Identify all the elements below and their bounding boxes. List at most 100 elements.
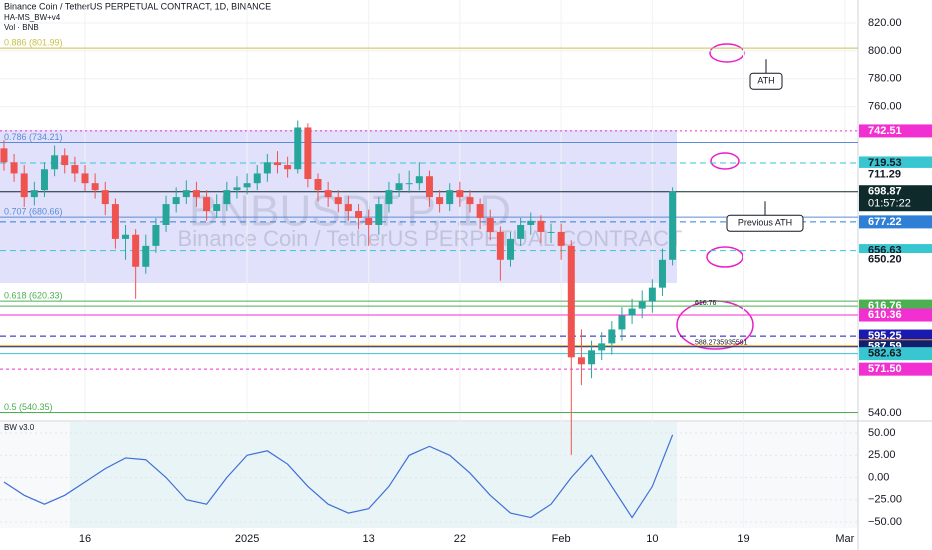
candle-body: [172, 197, 180, 205]
circle: [710, 152, 740, 170]
price-tag-label: 698.87: [868, 186, 902, 198]
candle-body: [30, 190, 38, 198]
candle-body: [111, 204, 119, 239]
callout-text: ATH: [757, 76, 774, 86]
price-tag-label: 571.50: [868, 363, 902, 375]
candle-body: [618, 315, 626, 330]
candle-body: [304, 127, 312, 180]
candle-body: [476, 204, 484, 219]
candle-body: [486, 218, 494, 232]
price-tag: [859, 185, 932, 212]
circle: [706, 246, 744, 268]
candle-body: [425, 176, 433, 198]
candle-body: [517, 224, 525, 239]
x-tick-label: Feb: [552, 533, 571, 545]
candle-body: [182, 190, 190, 198]
callout-text: Previous ATH: [738, 218, 792, 228]
osc-tick-label: −25.00: [868, 494, 902, 506]
candle-body: [496, 231, 504, 260]
price-tag: [859, 253, 932, 267]
osc-tick-label: 0.00: [868, 471, 889, 483]
header-symbol: Binance Coin / TetherUS PERPETUAL CONTRA…: [4, 1, 271, 11]
candle-body: [567, 245, 575, 358]
callout-box: [726, 214, 804, 232]
fib-label: 0.886 (801.99): [4, 37, 63, 47]
x-tick-label: 16: [79, 533, 91, 545]
candle-body: [375, 204, 383, 225]
price-tag: [859, 156, 932, 170]
candle-body: [638, 301, 646, 309]
candle-body: [162, 204, 170, 225]
price-tag: [859, 167, 932, 181]
fib-label: 0.618 (620.33): [4, 291, 63, 301]
x-tick-label: 19: [737, 533, 749, 545]
fib-label: 0.5 (540.35): [4, 402, 53, 412]
candle-body: [10, 162, 18, 174]
price-tag: [859, 215, 932, 229]
candle-body: [577, 357, 585, 365]
candle-body: [20, 173, 28, 198]
candle-body: [284, 165, 292, 170]
candle-body: [527, 220, 535, 225]
y-tick-label: 760.00: [868, 100, 902, 112]
candle-body: [0, 148, 8, 163]
price-tag-label: 582.63: [868, 348, 902, 360]
price-tag: [859, 308, 932, 322]
candle-body: [81, 173, 89, 184]
candle-body: [152, 224, 160, 246]
y-tick-label: 800.00: [868, 45, 902, 57]
price-tag: [859, 347, 932, 361]
candle-body: [658, 259, 666, 288]
candle-body: [598, 343, 606, 351]
candle-body: [263, 162, 271, 174]
osc-tick-label: 50.00: [868, 427, 896, 439]
candle-body: [132, 234, 140, 267]
candle-body: [608, 329, 616, 344]
candle-body: [355, 211, 363, 219]
candle-body: [314, 179, 322, 191]
fib-label: 0.707 (680.66): [4, 206, 63, 216]
candle-body: [365, 218, 373, 225]
candle-body: [537, 220, 545, 232]
header-oscillator: BW v3.0: [4, 423, 35, 432]
price-tag-label: 711.29: [868, 168, 901, 180]
countdown: 01:57:22: [868, 198, 911, 210]
candle-body: [294, 127, 302, 170]
price-tag-label: 742.51: [868, 125, 902, 137]
candle-body: [547, 231, 555, 233]
x-tick-label: 13: [363, 533, 375, 545]
candle-body: [648, 287, 656, 302]
candle-body: [142, 245, 150, 267]
candle-body: [507, 238, 515, 260]
candle-body: [405, 183, 413, 185]
price-tag: [859, 124, 932, 138]
candle-body: [61, 155, 69, 166]
candle-body: [385, 190, 393, 205]
candle-body: [324, 190, 332, 198]
candle-body: [40, 169, 48, 191]
watermark-name: Binance Coin / TetherUS PERPETUAL CONTRA…: [178, 226, 683, 251]
y-tick-label: 820.00: [868, 17, 902, 29]
candle-body: [669, 191, 677, 260]
x-tick-label: Mar: [835, 533, 854, 545]
osc-tick-label: −50.00: [868, 516, 902, 528]
candle-body: [557, 231, 565, 246]
candle-body: [446, 190, 454, 205]
price-tag-label: 610.36: [868, 309, 902, 321]
candle-body: [628, 308, 636, 316]
candle-body: [91, 183, 99, 191]
candle-body: [456, 190, 464, 198]
candle-body: [122, 234, 130, 239]
osc-tick-label: 25.00: [868, 449, 896, 461]
candle-body: [588, 350, 596, 365]
candle-body: [223, 190, 231, 205]
price-tag-label: 650.20: [868, 253, 902, 265]
candle-body: [101, 190, 109, 205]
y-tick-label: 540.00: [868, 407, 902, 419]
candle-body: [203, 197, 211, 212]
y-tick-label: 780.00: [868, 73, 902, 85]
candle-body: [243, 183, 251, 188]
candle-body: [51, 155, 59, 170]
header-indicator: HA-MS_BW+v4: [4, 13, 61, 22]
